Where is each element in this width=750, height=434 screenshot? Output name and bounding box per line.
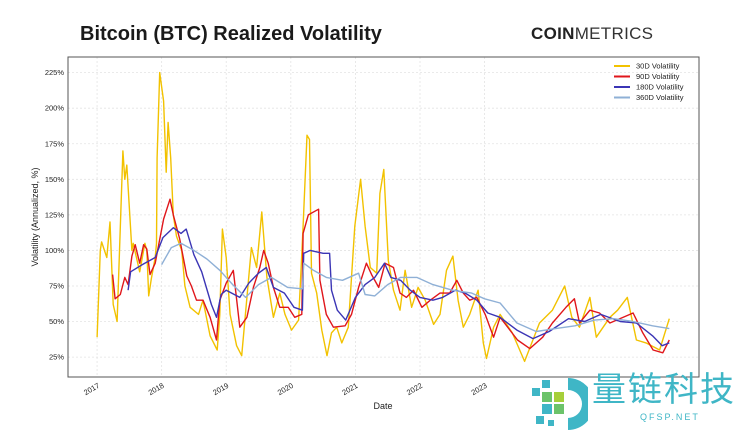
y-tick-label: 50%: [49, 317, 64, 326]
brand-bold: COIN: [531, 24, 575, 43]
y-tick-label: 100%: [45, 246, 65, 255]
series-line-90d: [111, 198, 670, 354]
legend-label: 360D Volatility: [636, 93, 684, 102]
legend-label: 30D Volatility: [636, 62, 680, 71]
x-tick-label: 2021: [340, 381, 359, 397]
x-tick-label: 2022: [405, 381, 424, 397]
x-tick-labels: 2017 2018 2019 2020 2021 2022 2023: [82, 381, 488, 397]
series-line-30d: [96, 71, 670, 363]
y-tick-label: 75%: [49, 281, 64, 290]
plot-frame: [67, 56, 700, 378]
watermark-logo-icon: [532, 378, 588, 430]
watermark-url: QFSP.NET: [640, 412, 700, 422]
coinmetrics-logo: COINMETRICS: [531, 24, 653, 44]
brand-light: METRICS: [574, 24, 654, 43]
y-tick-label: 125%: [45, 210, 65, 219]
x-tick-label: 2023: [470, 381, 489, 397]
y-axis-label: Volatility (Annualized, %): [30, 167, 40, 266]
x-axis-label: Date: [373, 401, 392, 411]
y-tick-label: 175%: [45, 139, 65, 148]
y-tick-label: 150%: [45, 175, 65, 184]
y-tick-label: 25%: [49, 353, 64, 362]
y-tick-label: 225%: [45, 68, 65, 77]
series-lines: [96, 71, 670, 363]
y-tick-label: 200%: [45, 104, 65, 113]
x-tick-label: 2019: [211, 381, 230, 397]
x-tick-label: 2020: [276, 381, 295, 397]
legend-label: 180D Volatility: [636, 83, 684, 92]
x-tick-label: 2017: [82, 381, 101, 397]
watermark-text: 量链科技: [592, 370, 736, 410]
x-tick-label: 2018: [147, 381, 166, 397]
series-line-360d: [160, 242, 670, 333]
legend-label: 90D Volatility: [636, 72, 680, 81]
series-line-180d: [127, 226, 670, 347]
y-tick-labels: 25% 50% 75% 100% 125% 150% 175% 200% 225%: [45, 68, 65, 361]
grid: [68, 57, 699, 377]
chart-title: Bitcoin (BTC) Realized Volatility: [80, 23, 382, 45]
